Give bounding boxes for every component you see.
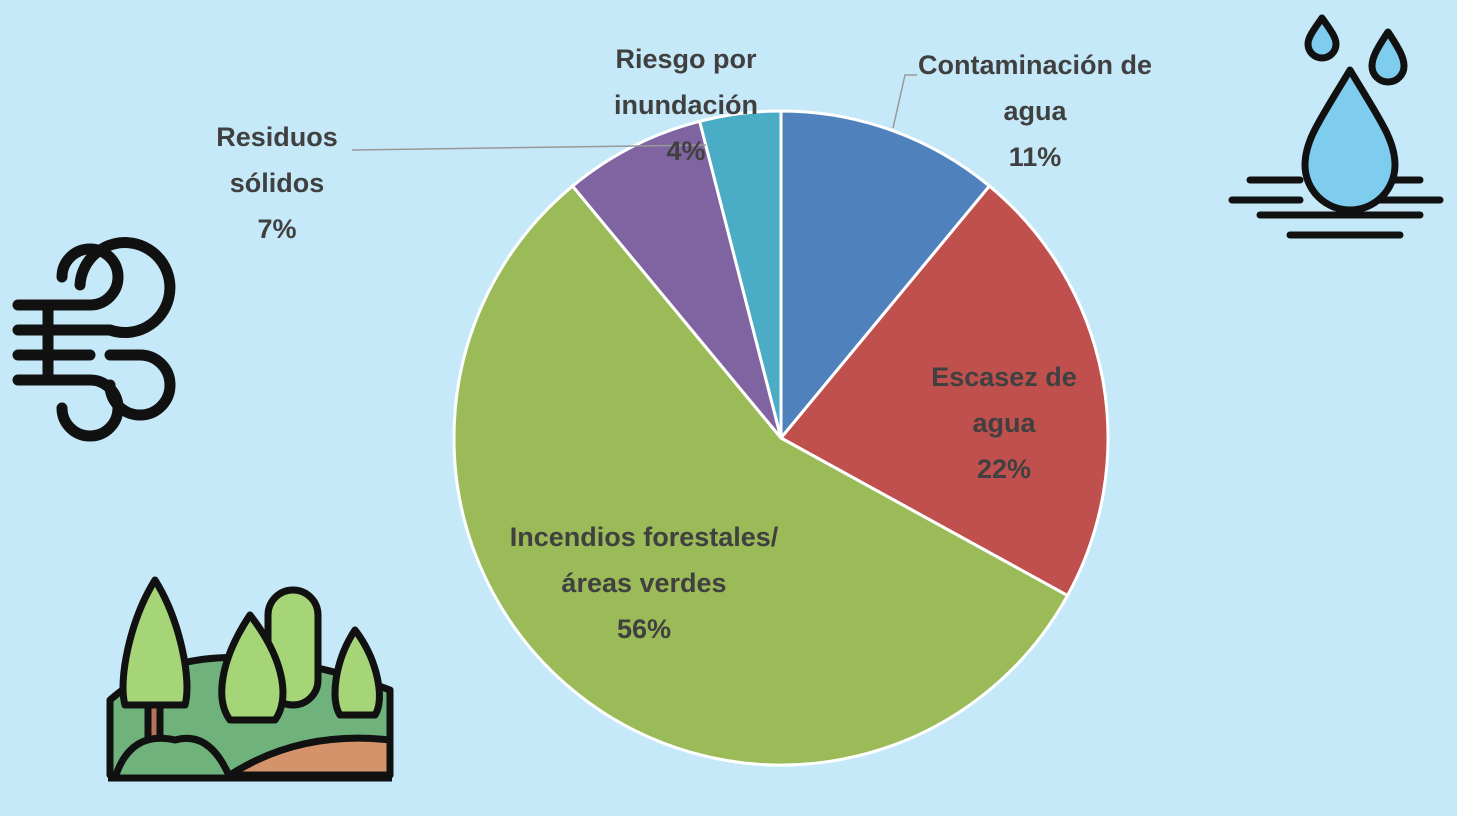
value-label: 56%: [509, 606, 779, 652]
wind-icon: [18, 243, 170, 436]
category-label: Escasez de agua: [904, 354, 1104, 446]
value-label: 22%: [904, 446, 1104, 492]
forest-icon: [108, 580, 392, 778]
water-icon: [1232, 18, 1440, 235]
value-label: 7%: [192, 206, 362, 252]
category-label: Riesgo por inundación: [586, 36, 786, 128]
category-label: Residuos sólidos: [192, 114, 362, 206]
value-label: 11%: [910, 134, 1160, 180]
category-label: Incendios forestales/áreas verdes: [509, 514, 779, 606]
category-label: Contaminación de agua: [910, 42, 1160, 134]
value-label: 4%: [586, 128, 786, 174]
page: (() => { const data = JSON.parse(documen…: [0, 0, 1457, 816]
